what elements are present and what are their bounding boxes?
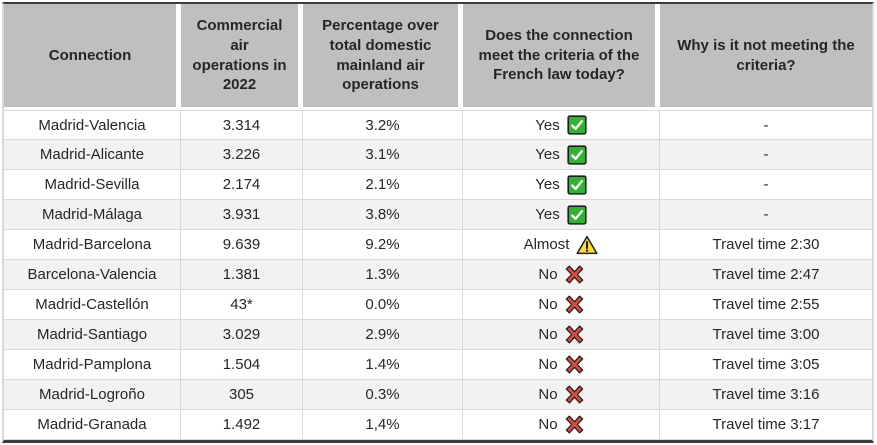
criteria-label: Yes	[535, 206, 560, 223]
connection-cell: Madrid-Valencia	[4, 111, 181, 139]
percentage-cell: 3.2%	[303, 111, 463, 139]
criteria-label: No	[538, 296, 558, 313]
criteria-label: No	[538, 356, 558, 373]
connection-cell: Madrid-Logroño	[4, 380, 181, 409]
table-row: Madrid-Málaga 3.931 3.8% Yes -	[4, 200, 872, 230]
percentage-cell: 3.8%	[303, 200, 463, 229]
red-cross-icon	[565, 415, 584, 434]
percentage-cell: 2.1%	[303, 170, 463, 199]
criteria-label: No	[538, 326, 558, 343]
table-row: Madrid-Granada 1.492 1,4% No Travel time 3:1…	[4, 410, 872, 440]
connection-cell: Madrid-Castellón	[4, 290, 181, 319]
operations-cell: 43*	[181, 290, 303, 319]
operations-cell: 9.639	[181, 230, 303, 259]
criteria-cell: No	[463, 410, 660, 439]
connection-cell: Madrid-Santiago	[4, 320, 181, 349]
criteria-label: Yes	[535, 176, 560, 193]
percentage-cell: 1.4%	[303, 350, 463, 379]
criteria-cell: Yes	[463, 140, 660, 169]
connection-cell: Madrid-Alicante	[4, 140, 181, 169]
operations-cell: 3.931	[181, 200, 303, 229]
header-percentage: Percentage over total domestic mainland …	[303, 4, 463, 107]
table-row: Barcelona-Valencia 1.381 1.3% No Travel time…	[4, 260, 872, 290]
operations-cell: 1.381	[181, 260, 303, 289]
reason-cell: Travel time 3:16	[712, 386, 820, 403]
connection-cell: Madrid-Pamplona	[4, 350, 181, 379]
green-check-icon	[567, 115, 587, 135]
table-row: Madrid-Barcelona 9.639 9.2% Almost Travel ti…	[4, 230, 872, 260]
operations-cell: 3.314	[181, 111, 303, 139]
operations-cell: 3.226	[181, 140, 303, 169]
percentage-cell: 3.1%	[303, 140, 463, 169]
reason-cell: -	[763, 146, 769, 163]
connection-cell: Madrid-Barcelona	[4, 230, 181, 259]
criteria-label: No	[538, 386, 558, 403]
table-row: Madrid-Santiago 3.029 2.9% No Travel time 3:…	[4, 320, 872, 350]
percentage-cell: 1,4%	[303, 410, 463, 439]
red-cross-icon	[565, 385, 584, 404]
connection-cell: Barcelona-Valencia	[4, 260, 181, 289]
percentage-cell: 2.9%	[303, 320, 463, 349]
percentage-cell: 9.2%	[303, 230, 463, 259]
green-check-icon	[567, 204, 587, 225]
percentage-cell: 0.3%	[303, 380, 463, 409]
table-row: Madrid-Castellón 43* 0.0% No Travel time 2:5…	[4, 290, 872, 320]
header-reason: Why is it not meeting the criteria?	[660, 4, 872, 107]
table-header-row: Connection Commercial air operations in …	[4, 4, 872, 107]
table-row: Madrid-Alicante 3.226 3.1% Yes -	[4, 140, 872, 170]
header-operations: Commercial air operations in 2022	[181, 4, 303, 107]
criteria-label: Yes	[535, 116, 560, 134]
reason-cell: Travel time 3:17	[712, 416, 820, 433]
reason-cell: -	[763, 116, 769, 134]
criteria-cell: No	[463, 320, 660, 349]
percentage-cell: 1.3%	[303, 260, 463, 289]
red-cross-icon	[565, 295, 584, 314]
criteria-label: No	[538, 416, 558, 433]
green-check-icon	[567, 174, 587, 195]
criteria-label: No	[538, 266, 558, 283]
reason-cell: Travel time 2:30	[712, 236, 820, 253]
criteria-cell: Yes	[463, 200, 660, 229]
criteria-cell: No	[463, 380, 660, 409]
reason-cell: Travel time 3:05	[712, 356, 820, 373]
green-check-icon	[567, 144, 587, 165]
criteria-cell: Yes	[463, 170, 660, 199]
operations-cell: 2.174	[181, 170, 303, 199]
operations-cell: 3.029	[181, 320, 303, 349]
table-row: Madrid-Pamplona 1.504 1.4% No Travel time 3:…	[4, 350, 872, 380]
criteria-cell: Yes	[463, 111, 660, 139]
criteria-cell: No	[463, 290, 660, 319]
criteria-label: Yes	[535, 146, 560, 163]
table-row: Madrid-Valencia 3.314 3.2% Yes -	[4, 110, 872, 140]
operations-cell: 305	[181, 380, 303, 409]
header-criteria: Does the connection meet the criteria of…	[463, 4, 660, 107]
red-cross-icon	[565, 325, 584, 344]
percentage-cell: 0.0%	[303, 290, 463, 319]
criteria-cell: No	[463, 350, 660, 379]
operations-cell: 1.504	[181, 350, 303, 379]
connection-cell: Madrid-Granada	[4, 410, 181, 439]
reason-cell: -	[763, 176, 769, 193]
table-body: Madrid-Valencia 3.314 3.2% Yes - Madrid-Alica…	[4, 110, 872, 440]
table-row: Madrid-Sevilla 2.174 2.1% Yes -	[4, 170, 872, 200]
criteria-cell: Almost	[463, 230, 660, 259]
warning-icon	[576, 235, 598, 255]
reason-cell: -	[763, 206, 769, 223]
red-cross-icon	[565, 355, 584, 374]
header-connection: Connection	[4, 4, 181, 107]
criteria-cell: No	[463, 260, 660, 289]
reason-cell: Travel time 3:00	[712, 326, 820, 343]
criteria-label: Almost	[523, 236, 570, 253]
operations-cell: 1.492	[181, 410, 303, 439]
connection-cell: Madrid-Málaga	[4, 200, 181, 229]
reason-cell: Travel time 2:55	[712, 296, 820, 313]
reason-cell: Travel time 2:47	[712, 266, 820, 283]
table-row: Madrid-Logroño 305 0.3% No Travel time 3:16	[4, 380, 872, 410]
red-cross-icon	[565, 265, 584, 284]
connection-cell: Madrid-Sevilla	[4, 170, 181, 199]
